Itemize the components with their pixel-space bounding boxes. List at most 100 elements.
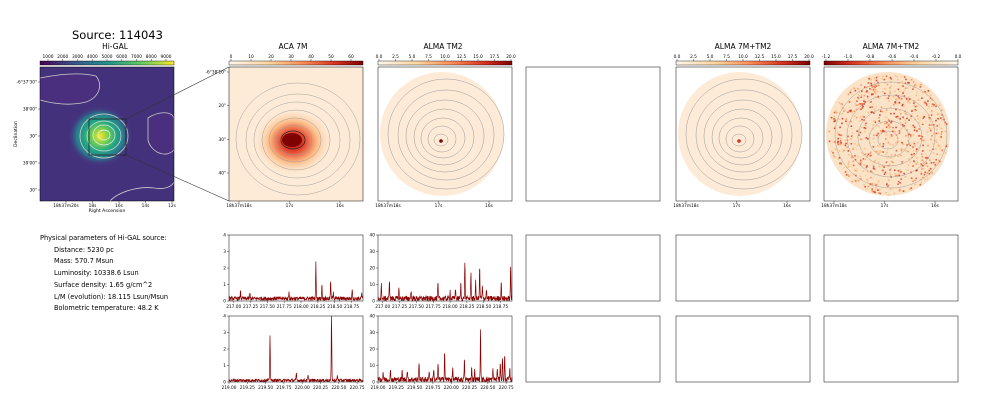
noise-pixel	[857, 87, 859, 90]
noise-pixel	[885, 191, 888, 194]
noise-pixel	[842, 143, 845, 146]
noise-pixel	[889, 143, 892, 146]
spectrum-x-tick-label: 217.00	[226, 304, 241, 310]
noise-pixel	[898, 111, 901, 114]
noise-pixel	[904, 122, 907, 124]
noise-pixel	[889, 188, 892, 191]
noise-pixel	[888, 95, 890, 97]
noise-pixel	[872, 146, 875, 148]
noise-pixel	[852, 147, 854, 149]
noise-pixel	[859, 132, 862, 135]
image-y-tick-label: -6°37'30"	[16, 80, 37, 86]
noise-pixel	[915, 150, 917, 153]
noise-pixel	[898, 174, 901, 177]
noise-pixel	[855, 116, 858, 119]
image-y-tick-label: 40"	[219, 171, 226, 177]
spectrum-y-tick-label: 2	[223, 266, 226, 272]
noise-pixel	[866, 165, 868, 167]
noise-pixel	[910, 78, 913, 81]
image-x-tick-label: 18s	[89, 203, 97, 209]
noise-pixel	[921, 168, 923, 170]
noise-pixel	[869, 176, 872, 179]
noise-pixel	[915, 94, 918, 97]
spectrum-line	[377, 262, 513, 303]
noise-pixel	[869, 183, 872, 185]
noise-pixel	[940, 127, 943, 130]
noise-pixel	[912, 140, 915, 143]
noise-pixel	[883, 78, 886, 81]
noise-pixel	[922, 176, 924, 179]
noise-pixel	[885, 131, 888, 134]
noise-pixel	[885, 88, 888, 90]
noise-pixel	[898, 154, 901, 156]
spectrum-tm2-window1: 217.00 217.25 217.50 217.75 218.00 218.25 218.…	[370, 233, 513, 310]
noise-pixel	[881, 180, 883, 182]
noise-pixel	[886, 157, 888, 159]
noise-pixel	[844, 144, 847, 147]
noise-pixel	[903, 124, 906, 127]
colorbar-tick-label: 30	[288, 54, 294, 60]
noise-pixel	[862, 105, 865, 108]
spectrum-x-tick-label: 218.00	[294, 304, 309, 310]
image-x-tick-label: 14s	[142, 203, 150, 209]
noise-pixel	[850, 138, 852, 141]
noise-pixel	[910, 153, 913, 156]
noise-pixel	[892, 161, 894, 164]
noise-pixel	[939, 126, 942, 129]
noise-pixel	[861, 160, 864, 162]
spectrum-x-tick-label: 219.50	[407, 385, 422, 391]
noise-pixel	[897, 155, 899, 158]
noise-pixel	[939, 136, 941, 139]
noise-pixel	[866, 95, 869, 98]
noise-pixel	[937, 132, 940, 135]
colorbar-tick-label: 4000	[87, 54, 98, 60]
spectrum-line	[228, 315, 364, 384]
noise-pixel	[886, 183, 888, 185]
noise-pixel	[859, 120, 861, 122]
noise-pixel	[934, 140, 937, 142]
noise-pixel	[833, 155, 836, 158]
spectrum-x-tick-label: 219.25	[240, 385, 255, 391]
noise-pixel	[846, 171, 849, 174]
empty-image-panel	[525, 66, 661, 202]
colorbar-tick-label: -1.2	[822, 54, 831, 60]
noise-pixel	[890, 134, 893, 136]
noise-pixel	[878, 192, 880, 194]
colorbar-tick-label: 20.0	[804, 54, 814, 60]
zoom-line-bottom	[125, 154, 230, 202]
noise-pixel	[896, 174, 899, 177]
zoom-line-top	[125, 66, 230, 120]
noise-pixel	[944, 152, 947, 154]
noise-pixel	[848, 106, 851, 108]
noise-pixel	[837, 140, 839, 143]
noise-pixel	[846, 123, 848, 126]
noise-pixel	[857, 97, 860, 100]
noise-pixel	[859, 115, 862, 118]
noise-pixel	[850, 89, 853, 91]
noise-pixel	[851, 132, 854, 135]
noise-pixel	[919, 119, 922, 122]
noise-pixel	[861, 103, 863, 105]
colorbar-tick-label: 10	[248, 54, 254, 60]
noise-pixel	[898, 132, 901, 134]
noise-pixel	[927, 144, 929, 147]
noise-pixel	[877, 189, 879, 191]
noise-pixel	[939, 145, 942, 148]
noise-pixel	[846, 146, 848, 149]
noise-pixel	[857, 144, 859, 146]
spectrum-x-tick-label: 218.50	[476, 304, 491, 310]
noise-pixel	[861, 115, 864, 117]
noise-pixel	[902, 85, 905, 88]
noise-pixel	[898, 188, 901, 191]
noise-pixel	[887, 125, 890, 127]
noise-pixel	[908, 143, 910, 146]
image-y-tick-label: 30"	[30, 188, 37, 194]
noise-pixel	[860, 138, 863, 141]
noise-pixel	[914, 183, 916, 186]
noise-pixel	[866, 105, 869, 107]
noise-pixel	[904, 190, 907, 193]
noise-pixel	[936, 113, 939, 115]
noise-pixel	[900, 113, 902, 115]
noise-pixel	[926, 104, 928, 106]
noise-pixel	[927, 114, 930, 117]
